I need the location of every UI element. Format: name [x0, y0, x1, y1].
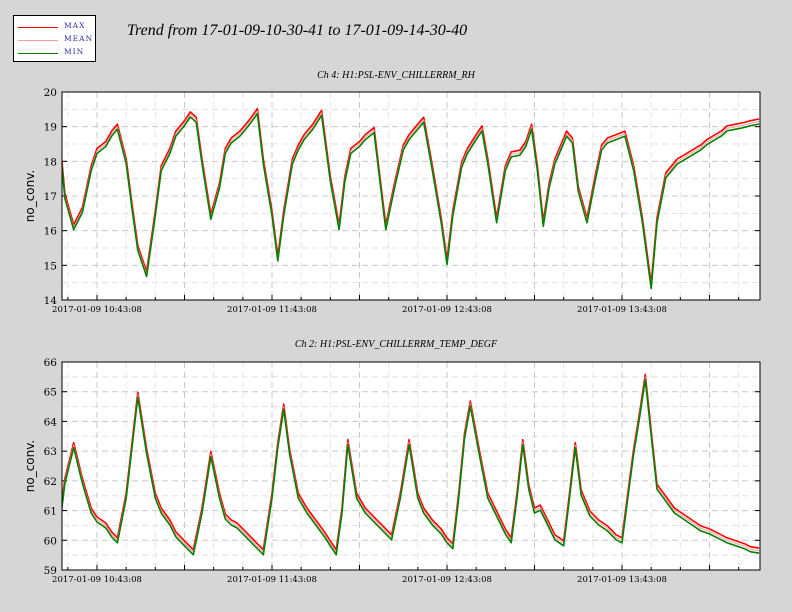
ytick-label-rh: 18: [44, 156, 57, 168]
xtick-label-rh: 2017-01-09 11:43:08: [227, 305, 317, 315]
ylabel-rh: no_conv.: [23, 170, 37, 222]
plot-frame-temp: [61, 361, 761, 571]
chart-title-rh: Ch 4: H1:PSL-ENV_CHILLERRM_RH: [317, 70, 475, 81]
ytick-label-temp: 66: [44, 357, 58, 369]
legend-label-mean: MEAN: [64, 34, 94, 43]
ytick-label-rh: 14: [44, 295, 58, 307]
legend-item-min: MIN: [14, 47, 95, 59]
chart-title-temp: Ch 2: H1:PSL-ENV_CHILLERRM_TEMP_DEGF: [294, 339, 498, 350]
ytick-label-temp: 61: [44, 506, 57, 518]
series-min-temp: [62, 378, 760, 556]
ytick-label-temp: 60: [44, 535, 57, 547]
ytick-label-rh: 20: [44, 87, 57, 99]
legend: MAX MEAN MIN: [13, 15, 96, 62]
xtick-label-temp: 2017-01-09 13:43:08: [577, 575, 667, 585]
xtick-label-rh: 2017-01-09 10:43:08: [52, 305, 142, 315]
ytick-label-rh: 15: [44, 260, 57, 272]
ytick-label-rh: 16: [44, 226, 58, 238]
ytick-label-rh: 19: [44, 122, 57, 134]
legend-label-min: MIN: [64, 47, 85, 56]
xtick-label-temp: 2017-01-09 11:43:08: [227, 575, 317, 585]
legend-label-max: MAX: [64, 21, 86, 30]
plot-frame-rh: [61, 91, 761, 301]
ytick-label-temp: 63: [44, 446, 57, 458]
legend-swatch-max: [18, 27, 58, 28]
legend-swatch-min: [18, 53, 58, 54]
ylabel-temp: no_conv.: [23, 440, 37, 492]
ytick-label-temp: 64: [44, 416, 58, 428]
ytick-label-temp: 59: [44, 565, 57, 577]
series-min-rh: [62, 112, 760, 290]
page-title: Trend from 17-01-09-10-30-41 to 17-01-09…: [127, 22, 468, 39]
legend-item-max: MAX: [14, 21, 95, 33]
legend-item-mean: MEAN: [14, 34, 95, 46]
xtick-label-temp: 2017-01-09 10:43:08: [52, 575, 142, 585]
xtick-label-rh: 2017-01-09 13:43:08: [577, 305, 667, 315]
xtick-label-rh: 2017-01-09 12:43:08: [402, 305, 492, 315]
legend-swatch-mean: [18, 40, 58, 41]
ytick-label-temp: 65: [44, 387, 57, 399]
xtick-label-temp: 2017-01-09 12:43:08: [402, 575, 492, 585]
ytick-label-temp: 62: [44, 476, 57, 488]
ytick-label-rh: 17: [44, 191, 57, 203]
